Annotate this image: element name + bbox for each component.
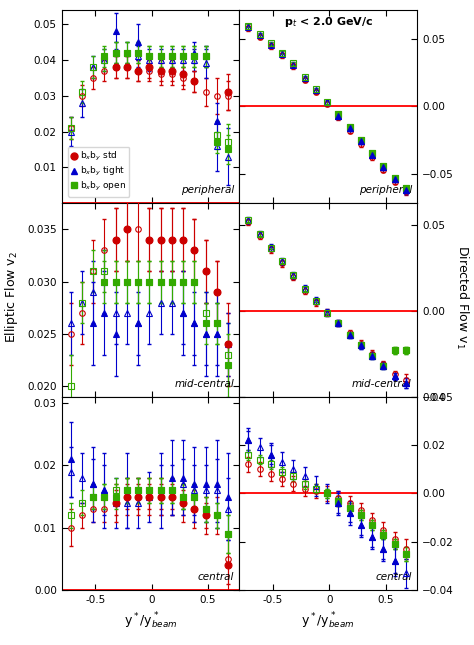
Text: Elliptic Flow v$_2$: Elliptic Flow v$_2$ — [3, 251, 20, 342]
Text: Directed Flow v$_1$: Directed Flow v$_1$ — [454, 244, 470, 349]
Text: peripheral: peripheral — [358, 185, 412, 195]
X-axis label: y$^*$/y$^*_{beam}$: y$^*$/y$^*_{beam}$ — [124, 611, 177, 631]
Text: peripheral: peripheral — [181, 185, 234, 195]
Text: central: central — [375, 572, 412, 582]
Legend: b$_x$b$_y$ std, b$_x$b$_y$ tight, b$_x$b$_y$ open: b$_x$b$_y$ std, b$_x$b$_y$ tight, b$_x$b… — [68, 146, 129, 197]
Text: p$_t$ < 2.0 GeV/c: p$_t$ < 2.0 GeV/c — [283, 15, 373, 30]
Text: central: central — [198, 572, 234, 582]
Text: mid-central: mid-central — [174, 379, 234, 389]
Text: mid-central: mid-central — [352, 379, 412, 389]
X-axis label: y$^*$/y$^*_{beam}$: y$^*$/y$^*_{beam}$ — [301, 611, 355, 631]
